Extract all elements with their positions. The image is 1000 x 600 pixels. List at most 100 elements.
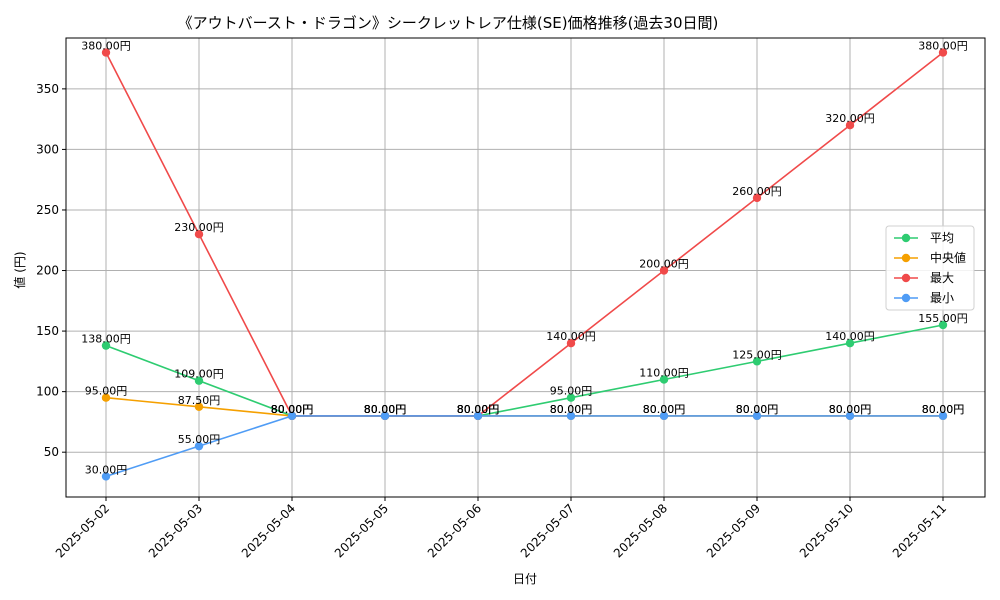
data-point-最小	[380, 411, 390, 421]
data-label-最大: 320.00円	[825, 112, 875, 125]
data-point-平均	[845, 338, 855, 348]
data-point-最大	[659, 266, 669, 275]
grid-lines	[66, 38, 985, 497]
data-label-平均: 140.00円	[825, 330, 875, 343]
x-tick-label: 2025-05-05	[332, 501, 391, 560]
data-point-平均	[659, 375, 669, 384]
legend-box	[885, 225, 975, 311]
y-axis-ticks: 50 100 150 200 250 300 350	[36, 82, 66, 459]
data-point-最大	[752, 193, 762, 203]
legend-swatch-marker	[901, 233, 911, 243]
data-label-最大: 380.00円	[918, 40, 968, 53]
x-tick-label: 2025-05-02	[53, 501, 112, 560]
data-point-最大	[938, 48, 948, 57]
data-label-最小: 80.00円	[922, 403, 965, 416]
data-point-最小	[752, 411, 762, 421]
data-point-最小	[566, 411, 576, 421]
y-tick-label: 100	[36, 385, 59, 399]
legend-label: 平均	[930, 231, 954, 245]
data-label-最小: 30.00円	[85, 463, 128, 476]
data-label-最小: 80.00円	[550, 403, 593, 416]
data-label-最小: 80.00円	[364, 403, 407, 416]
data-labels: 138.00円 109.00円 80.00円 80.00円 80.00円 95.00円 11…	[81, 40, 968, 477]
data-label-中央値: 80.00円	[271, 403, 314, 416]
data-point-最大	[101, 48, 111, 57]
data-label-最大: 80.00円	[271, 403, 314, 416]
data-point-最小	[287, 411, 297, 421]
data-point-最大	[194, 229, 204, 239]
legend-swatch-marker	[901, 253, 911, 263]
data-label-最大: 200.00円	[639, 258, 689, 271]
series-line-最大	[105, 51, 944, 417]
y-axis-title: 値 (円)	[12, 251, 27, 288]
data-label-最小: 55.00円	[178, 433, 221, 446]
chart-title: 《アウトバースト・ドラゴン》シークレットレア仕様(SE)価格推移(過去30日間)	[178, 14, 719, 32]
legend-label: 中央値	[930, 250, 966, 265]
data-label-平均: 138.00円	[81, 333, 131, 346]
data-label-中央値: 80.00円	[922, 403, 965, 416]
data-point-最小	[938, 411, 948, 421]
data-point-最大	[566, 338, 576, 348]
data-label-最小: 80.00円	[736, 403, 779, 416]
legend-label: 最小	[930, 291, 954, 305]
legend-swatch-marker	[901, 293, 911, 303]
data-label-中央値: 80.00円	[364, 403, 407, 416]
data-point-最小	[659, 411, 669, 421]
data-point-中央値	[194, 402, 204, 411]
data-point-最大	[845, 120, 855, 130]
x-tick-label: 2025-05-04	[239, 501, 298, 560]
data-label-中央値: 80.00円	[829, 403, 872, 416]
data-label-最小: 80.00円	[271, 403, 314, 416]
data-label-中央値: 80.00円	[457, 403, 500, 416]
data-label-最小: 80.00円	[457, 403, 500, 416]
series-lines	[101, 48, 948, 481]
data-label-最小: 80.00円	[643, 403, 686, 416]
data-point-平均	[194, 376, 204, 385]
x-tick-label: 2025-05-11	[890, 501, 949, 560]
x-tick-label: 2025-05-10	[797, 501, 856, 560]
data-label-中央値: 87.50円	[178, 394, 221, 407]
data-point-最小	[845, 411, 855, 421]
data-label-平均: 125.00円	[732, 348, 782, 361]
x-tick-label: 2025-05-09	[704, 501, 763, 560]
data-label-平均: 80.00円	[457, 403, 500, 416]
y-tick-label: 150	[36, 324, 59, 338]
data-point-最小	[194, 441, 204, 451]
data-label-平均: 95.00円	[550, 385, 593, 398]
x-tick-label: 2025-05-06	[425, 501, 484, 560]
data-label-平均: 80.00円	[271, 403, 314, 416]
data-label-平均: 110.00円	[639, 367, 689, 380]
data-label-最大: 260.00円	[732, 185, 782, 198]
data-label-最大: 140.00円	[546, 330, 596, 343]
data-label-平均: 80.00円	[364, 403, 407, 416]
data-label-最大: 80.00円	[364, 403, 407, 416]
y-tick-label: 300	[36, 142, 59, 156]
data-label-中央値: 80.00円	[550, 403, 593, 416]
data-label-中央値: 80.00円	[643, 403, 686, 416]
data-point-平均	[938, 320, 948, 330]
y-tick-label: 50	[44, 445, 59, 459]
series-line-平均	[105, 324, 944, 417]
x-tick-label: 2025-05-08	[611, 501, 670, 560]
legend-swatch-marker	[901, 273, 911, 283]
data-point-平均	[566, 393, 576, 402]
legend-label: 最大	[930, 271, 954, 285]
data-label-最大: 80.00円	[457, 403, 500, 416]
plot-area-frame	[65, 37, 986, 498]
data-point-中央値	[101, 393, 111, 402]
x-tick-label: 2025-05-03	[146, 501, 205, 560]
y-tick-label: 200	[36, 264, 59, 278]
y-tick-label: 350	[36, 82, 59, 96]
data-point-最小	[101, 472, 111, 481]
data-label-最小: 80.00円	[829, 403, 872, 416]
data-label-平均: 109.00円	[174, 368, 224, 381]
x-tick-label: 2025-05-07	[518, 501, 577, 560]
x-axis-ticks: 2025-05-02 2025-05-03 2025-05-04 2025-05-05…	[53, 497, 949, 560]
data-label-最大: 230.00円	[174, 221, 224, 234]
y-tick-label: 250	[36, 203, 59, 217]
data-label-平均: 155.00円	[918, 312, 968, 325]
data-point-平均	[752, 357, 762, 366]
